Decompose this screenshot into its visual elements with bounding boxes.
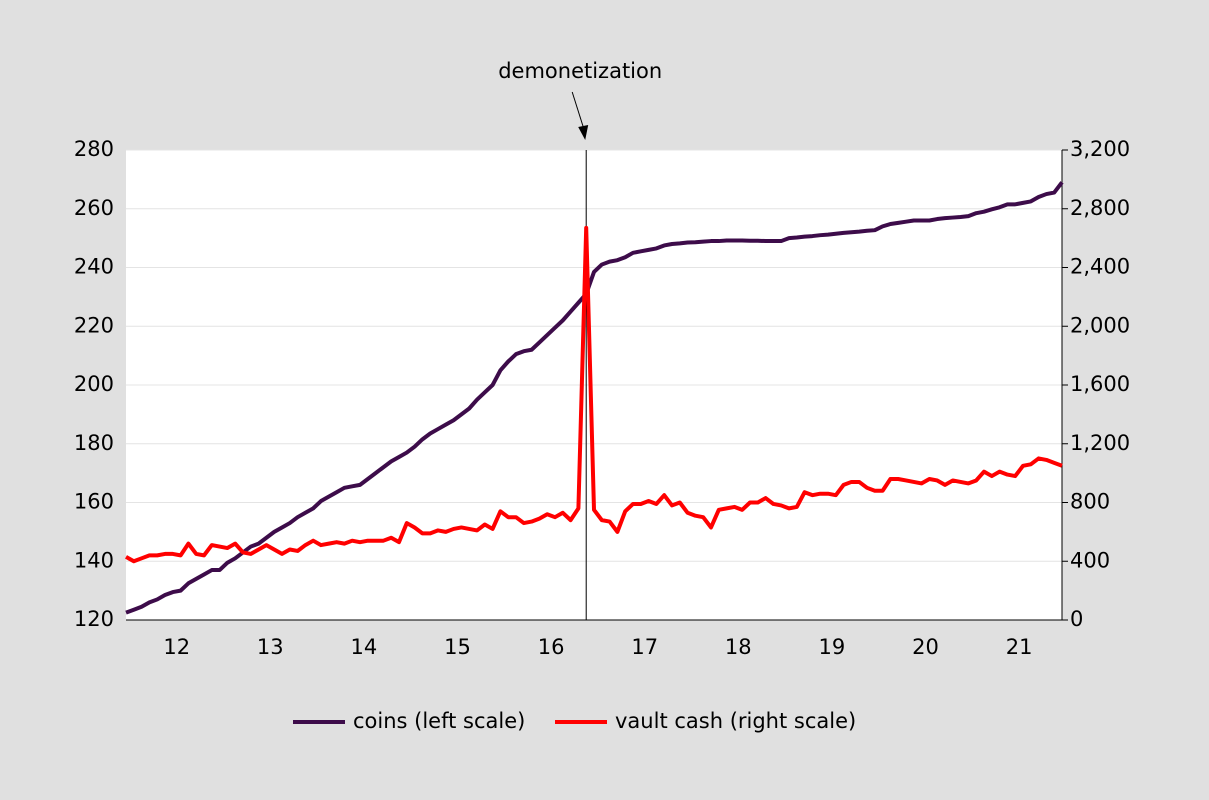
y-tick-label: 160 <box>74 490 114 514</box>
y2-tick-label: 1,600 <box>1070 372 1130 396</box>
y-tick-label: 120 <box>74 607 114 631</box>
x-tick-label: 21 <box>1006 635 1033 659</box>
y2-tick-label: 2,400 <box>1070 255 1130 279</box>
x-tick-label: 17 <box>631 635 658 659</box>
legend-label: coins (left scale) <box>353 709 525 733</box>
annotation-arrowhead <box>578 125 589 140</box>
y-tick-label: 240 <box>74 255 114 279</box>
y-tick-label: 140 <box>74 548 114 572</box>
series-line <box>125 181 1064 615</box>
x-tick-label: 19 <box>819 635 846 659</box>
annotation-arrow <box>571 91 585 131</box>
x-tick-label: 20 <box>912 635 939 659</box>
legend-label: vault cash (right scale) <box>615 709 856 733</box>
y-tick-label: 220 <box>74 313 114 337</box>
x-tick-label: 15 <box>444 635 471 659</box>
y2-tick-label: 800 <box>1070 490 1110 514</box>
x-tick-label: 18 <box>725 635 752 659</box>
y2-tick-label: 2,000 <box>1070 313 1130 337</box>
y-tick-label: 260 <box>74 196 114 220</box>
x-tick-label: 12 <box>163 635 190 659</box>
y2-tick-label: 2,800 <box>1070 196 1130 220</box>
y2-tick-label: 3,200 <box>1070 137 1130 161</box>
y2-tick-label: 0 <box>1070 607 1083 631</box>
y2-tick-label: 400 <box>1070 548 1110 572</box>
y-tick-label: 200 <box>74 372 114 396</box>
y-tick-label: 180 <box>74 431 114 455</box>
series-line <box>125 225 1063 564</box>
annotation-text: demonetization <box>498 59 662 83</box>
x-tick-label: 16 <box>538 635 565 659</box>
x-tick-label: 13 <box>257 635 284 659</box>
x-tick-label: 14 <box>351 635 378 659</box>
y2-tick-label: 1,200 <box>1070 431 1130 455</box>
y-tick-label: 280 <box>74 137 114 161</box>
